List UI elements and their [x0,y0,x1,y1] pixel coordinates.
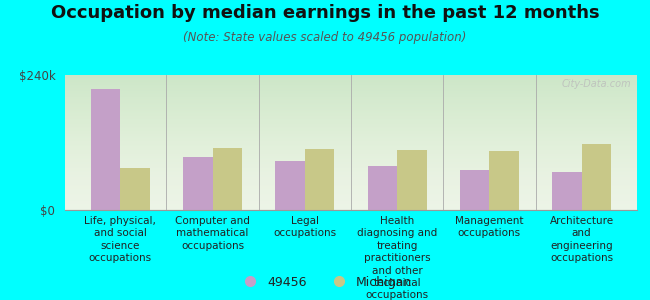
Text: (Note: State values scaled to 49456 population): (Note: State values scaled to 49456 popu… [183,32,467,44]
Text: Management
occupations: Management occupations [455,216,524,239]
Bar [120,168,150,210]
Text: City-Data.com: City-Data.com [562,79,631,89]
Bar [91,89,120,210]
Bar [552,172,582,210]
Bar [397,150,426,210]
Text: Architecture
and
engineering
occupations: Architecture and engineering occupations [550,216,614,263]
Text: Computer and
mathematical
occupations: Computer and mathematical occupations [176,216,250,251]
Bar [213,148,242,210]
Bar [460,169,489,210]
Text: Legal
occupations: Legal occupations [273,216,337,239]
Bar [276,160,305,210]
Bar [489,151,519,210]
Text: Occupation by median earnings in the past 12 months: Occupation by median earnings in the pas… [51,4,599,22]
Legend: 49456, Michigan: 49456, Michigan [233,271,417,294]
Bar [582,144,611,210]
Text: Life, physical,
and social
science
occupations: Life, physical, and social science occup… [84,216,156,263]
Bar [368,166,397,210]
Bar [183,157,213,210]
Bar [305,149,334,210]
Text: Health
diagnosing and
treating
practitioners
and other
technical
occupations: Health diagnosing and treating practitio… [357,216,437,300]
